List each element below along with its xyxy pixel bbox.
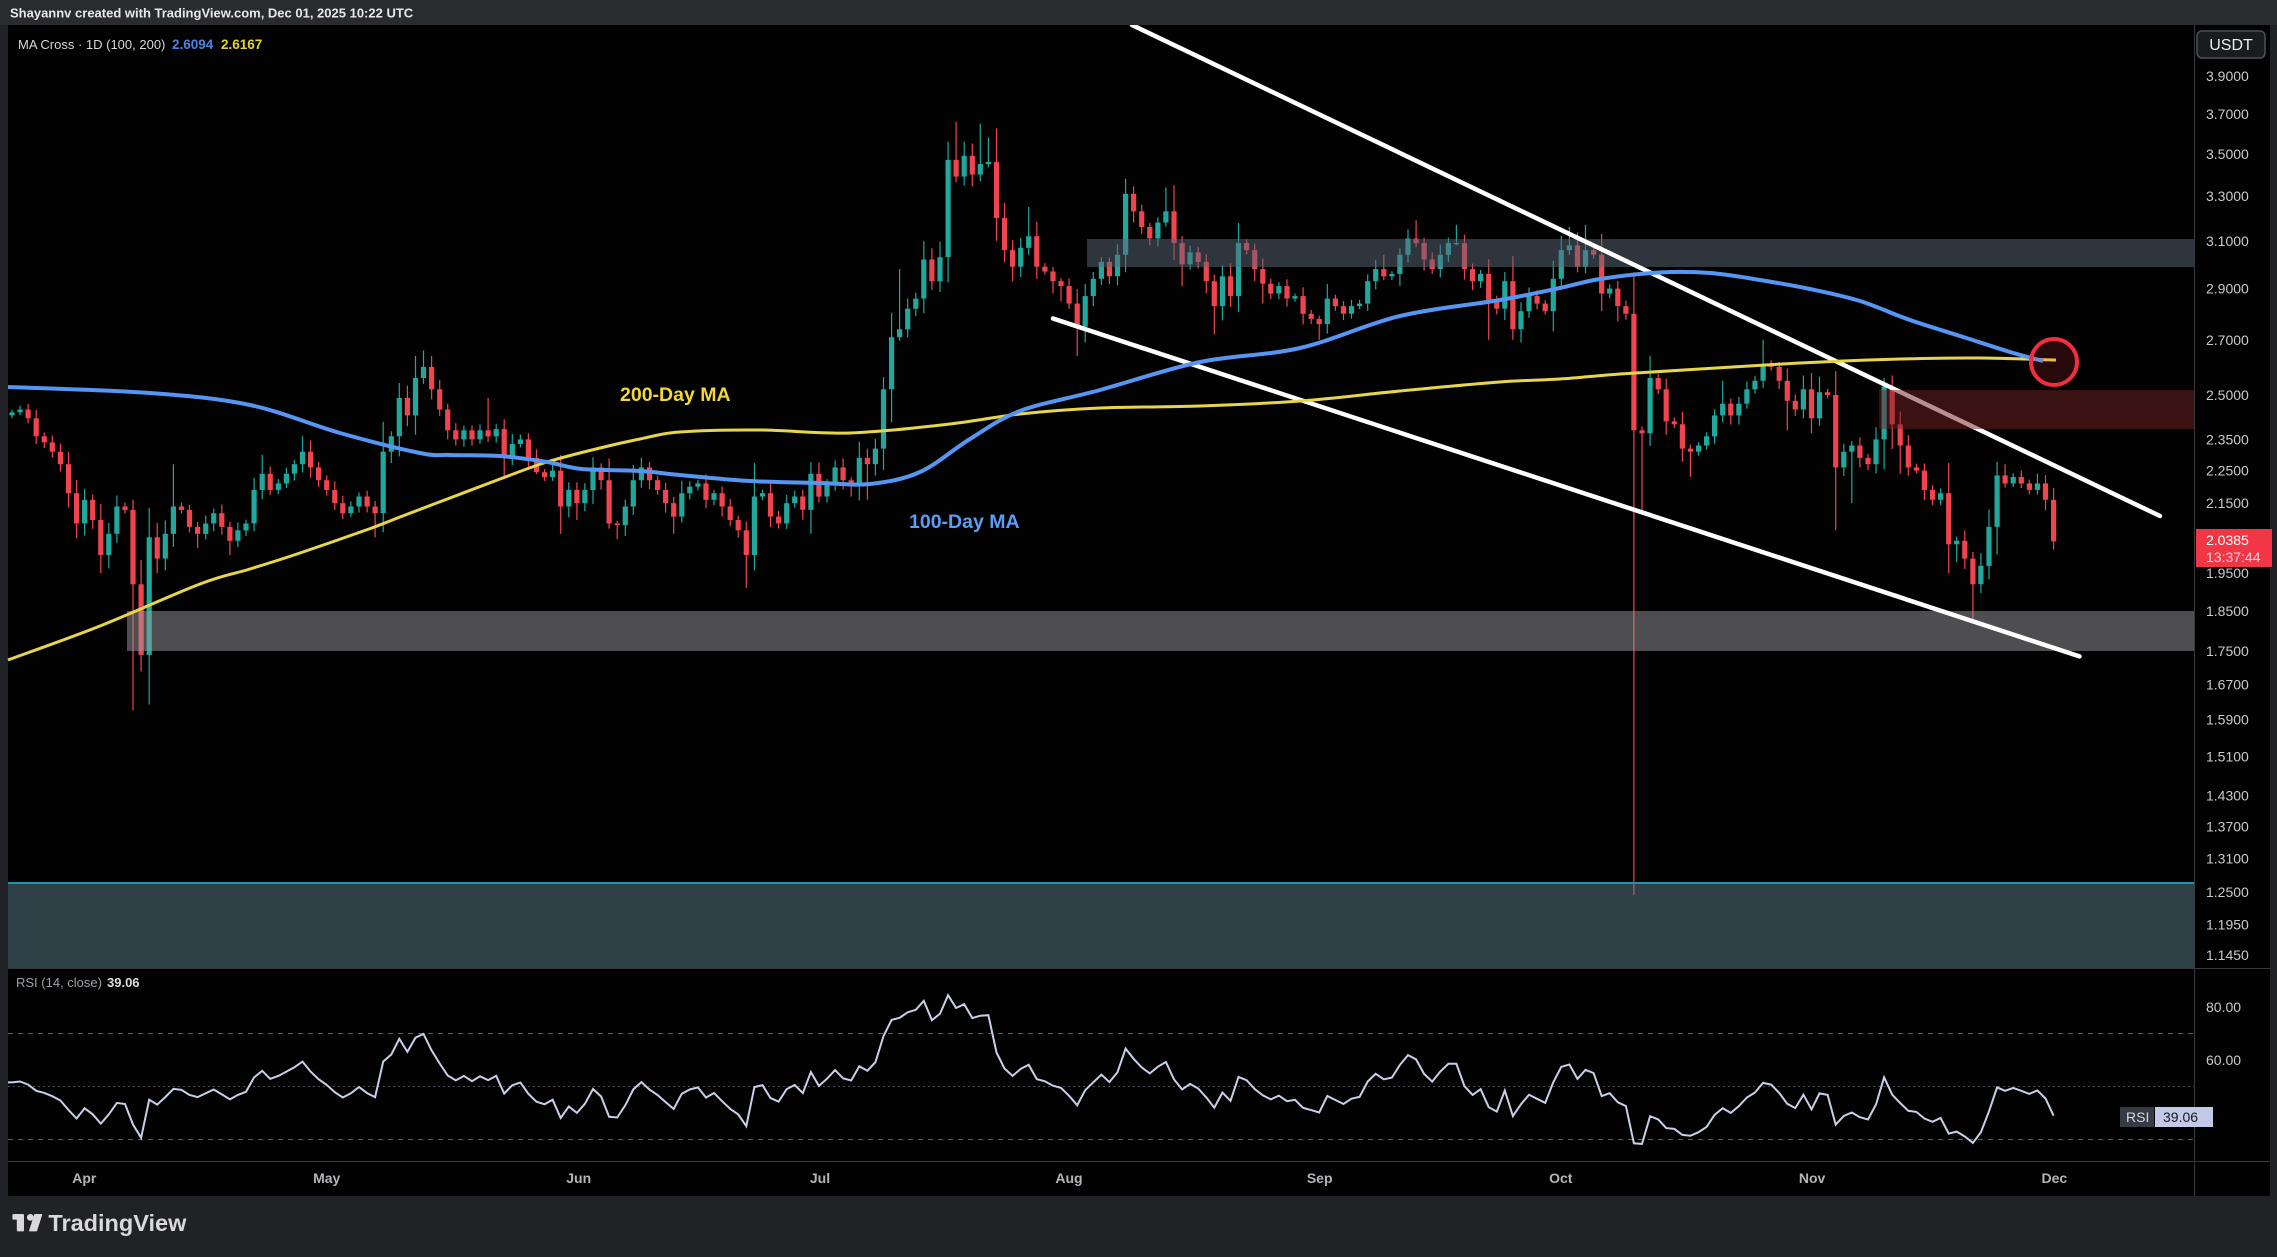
svg-text:1.3700: 1.3700: [2206, 818, 2249, 834]
svg-text:1.3100: 1.3100: [2206, 850, 2249, 866]
svg-text:13:37:44: 13:37:44: [2206, 549, 2261, 565]
svg-text:RSI: RSI: [2126, 1109, 2149, 1125]
svg-text:2.6167: 2.6167: [221, 37, 262, 52]
svg-text:USDT: USDT: [2209, 37, 2253, 54]
svg-text:60.00: 60.00: [2206, 1052, 2241, 1068]
svg-text:2.7000: 2.7000: [2206, 332, 2249, 348]
svg-text:Sep: Sep: [1307, 1170, 1333, 1186]
svg-text:100-Day MA: 100-Day MA: [909, 511, 1020, 533]
svg-text:2.0385: 2.0385: [2206, 532, 2249, 548]
svg-text:39.06: 39.06: [107, 975, 140, 990]
svg-text:Apr: Apr: [72, 1170, 97, 1186]
svg-text:RSI (14, close): RSI (14, close): [16, 975, 102, 990]
svg-text:Shayannv created with TradingV: Shayannv created with TradingView.com, D…: [10, 6, 414, 21]
svg-text:1.1950: 1.1950: [2206, 916, 2249, 932]
svg-text:3.3000: 3.3000: [2206, 188, 2249, 204]
svg-text:TradingView: TradingView: [48, 1210, 187, 1236]
svg-text:2.6094: 2.6094: [172, 37, 214, 52]
svg-text:MA Cross · 1D (100, 200): MA Cross · 1D (100, 200): [18, 37, 165, 52]
svg-text:3.7000: 3.7000: [2206, 106, 2249, 122]
svg-text:1.7500: 1.7500: [2206, 643, 2249, 659]
svg-text:1.5900: 1.5900: [2206, 712, 2249, 728]
svg-text:1.4300: 1.4300: [2206, 788, 2249, 804]
svg-text:Dec: Dec: [2041, 1170, 2067, 1186]
svg-text:2.5000: 2.5000: [2206, 387, 2249, 403]
svg-text:2.3500: 2.3500: [2206, 431, 2249, 447]
svg-text:Jun: Jun: [566, 1170, 591, 1186]
svg-text:80.00: 80.00: [2206, 999, 2241, 1015]
svg-text:1.5100: 1.5100: [2206, 749, 2249, 765]
svg-text:Jul: Jul: [810, 1170, 830, 1186]
svg-text:3.1000: 3.1000: [2206, 233, 2249, 249]
svg-text:2.1500: 2.1500: [2206, 495, 2249, 511]
svg-text:Nov: Nov: [1799, 1170, 1826, 1186]
svg-text:1.2500: 1.2500: [2206, 884, 2249, 900]
svg-text:39.06: 39.06: [2163, 1109, 2198, 1125]
svg-text:1.1450: 1.1450: [2206, 947, 2249, 963]
svg-text:3.9000: 3.9000: [2206, 68, 2249, 84]
svg-text:Aug: Aug: [1055, 1170, 1082, 1186]
svg-text:May: May: [313, 1170, 340, 1186]
svg-text:3.5000: 3.5000: [2206, 146, 2249, 162]
svg-text:200-Day MA: 200-Day MA: [620, 384, 731, 406]
svg-text:1.8500: 1.8500: [2206, 603, 2249, 619]
svg-text:Oct: Oct: [1549, 1170, 1573, 1186]
svg-text:1.9500: 1.9500: [2206, 565, 2249, 581]
svg-text:1.6700: 1.6700: [2206, 676, 2249, 692]
svg-text:2.2500: 2.2500: [2206, 463, 2249, 479]
svg-text:2.9000: 2.9000: [2206, 281, 2249, 297]
